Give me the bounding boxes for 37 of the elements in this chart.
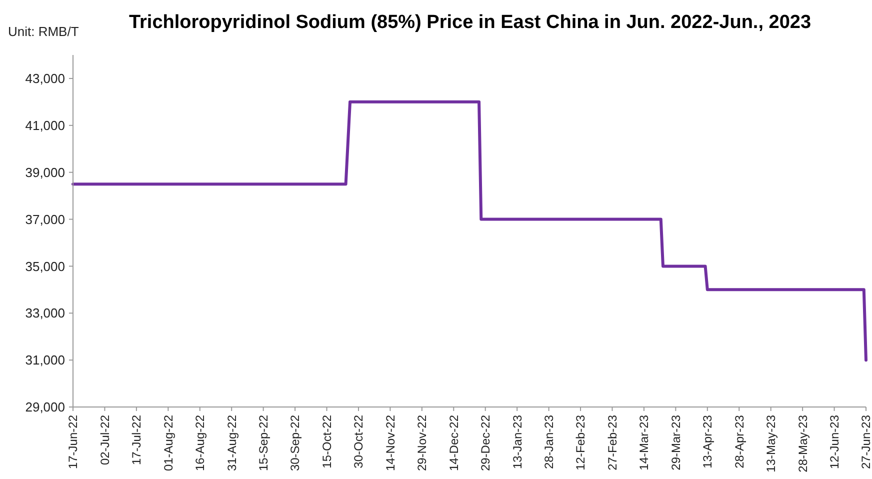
x-tick-label: 14-Mar-23 (637, 414, 652, 470)
y-tick-label: 35,000 (25, 258, 65, 274)
x-tick-label: 17-Jun-22 (66, 414, 80, 470)
x-tick-label: 27-Jun-23 (859, 414, 872, 470)
x-tick-label: 01-Aug-22 (161, 414, 176, 472)
x-tick-label: 12-Jun-23 (827, 414, 842, 470)
y-tick-label: 33,000 (25, 306, 65, 321)
x-tick-label: 12-Feb-23 (574, 414, 588, 470)
y-tick-label: 37,000 (25, 212, 65, 227)
y-tick-label: 39,000 (25, 164, 65, 180)
x-tick-label: 15-Sep-22 (256, 414, 271, 472)
x-tick-label: 29-Dec-22 (478, 414, 493, 472)
x-tick-label: 16-Aug-22 (193, 414, 208, 472)
x-tick-label: 17-Jul-22 (130, 414, 144, 466)
x-tick-label: 31-Aug-22 (224, 414, 239, 472)
x-tick-label: 14-Dec-22 (446, 414, 461, 472)
x-tick-label: 29-Nov-22 (415, 414, 430, 472)
x-tick-label: 28-May-23 (796, 414, 810, 472)
x-tick-label: 30-Oct-22 (352, 414, 366, 468)
x-tick-label: 28-Jan-23 (542, 414, 556, 470)
y-tick-label: 29,000 (25, 400, 65, 415)
y-axis-title: Unit: RMB/T (8, 24, 79, 39)
y-tick-label: 31,000 (25, 352, 65, 368)
x-tick-label: 28-Apr-23 (732, 414, 746, 468)
x-tick-label: 13-May-23 (764, 414, 778, 472)
x-tick-label: 13-Apr-23 (700, 414, 715, 468)
x-tick-label: 27-Feb-23 (605, 414, 620, 470)
line-series (72, 100, 868, 362)
chart-title: Trichloropyridinol Sodium (85%) Price in East China in Jun. 2022-Jun., 2023 (128, 12, 812, 33)
y-tick-label: 43,000 (25, 71, 65, 86)
y-tick-label: 41,000 (25, 118, 65, 133)
x-tick-label: 29-Mar-23 (668, 414, 683, 470)
x-tick-label: 15-Oct-22 (320, 414, 334, 468)
x-tick-label: 14-Nov-22 (383, 414, 398, 472)
x-tick-label: 02-Jul-22 (98, 414, 112, 466)
x-tick-label: 30-Sep-22 (288, 414, 302, 472)
x-tick-label: 13-Jan-23 (510, 414, 524, 470)
